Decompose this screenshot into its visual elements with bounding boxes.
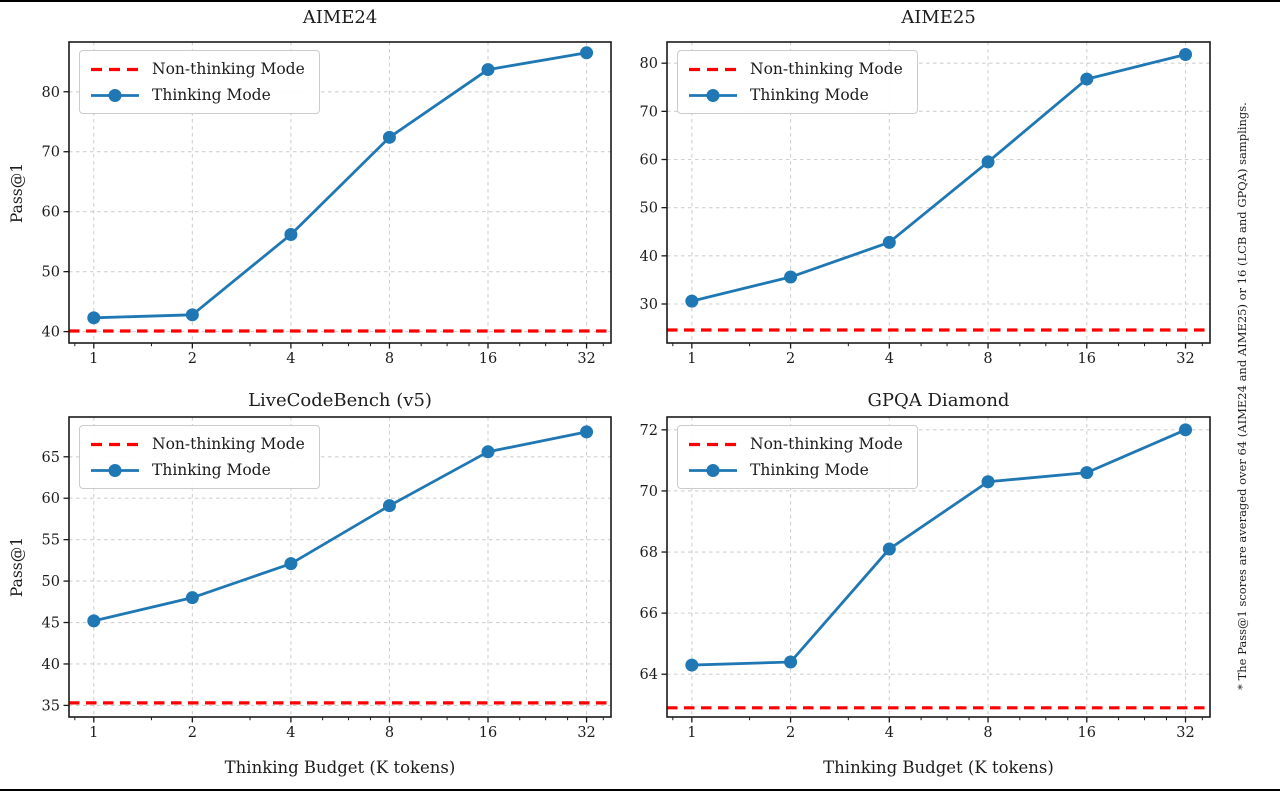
svg-text:32: 32 [577,725,595,741]
svg-text:40: 40 [640,249,658,265]
svg-text:64: 64 [640,667,658,683]
svg-text:60: 60 [42,205,60,221]
blue-line-marker-swatch-icon [91,463,139,477]
svg-text:2: 2 [786,725,795,741]
svg-text:30: 30 [640,297,658,313]
legend-label-thinking: Thinking Mode [152,461,271,479]
footnote-text: * The Pass@1 scores are averaged over 64… [1235,102,1249,690]
svg-text:35: 35 [42,698,60,714]
legend-aime25: Non-thinking Mode Thinking Mode [677,50,918,114]
svg-text:60: 60 [640,153,658,169]
dashed-red-line-swatch-icon [91,67,139,71]
legend-aime24: Non-thinking Mode Thinking Mode [79,50,320,114]
svg-text:8: 8 [385,725,394,741]
svg-text:45: 45 [42,616,60,632]
svg-text:16: 16 [479,725,497,741]
svg-text:55: 55 [42,533,60,549]
svg-text:1: 1 [687,725,696,741]
legend-gpqa-diamond: Non-thinking Mode Thinking Mode [677,425,918,489]
legend-label-non-thinking: Non-thinking Mode [750,435,903,453]
svg-text:40: 40 [42,325,60,341]
svg-text:16: 16 [1078,351,1096,367]
legend-label-thinking: Thinking Mode [750,86,869,104]
chart-title-aime24: AIME24 [302,7,378,28]
chart-title-aime25: AIME25 [901,7,976,28]
svg-text:40: 40 [42,657,60,673]
svg-text:4: 4 [286,725,295,741]
svg-text:2: 2 [188,725,197,741]
bottom-border-line [0,789,1280,791]
subplot-2: 1 2 4 8 16 32 35 40 45 50 55 60 65 [42,416,612,741]
svg-text:66: 66 [640,606,658,622]
svg-text:1: 1 [89,351,98,367]
svg-text:1: 1 [89,725,98,741]
blue-line-marker-swatch-icon [689,463,737,477]
legend-entry-thinking: Thinking Mode [89,82,305,108]
footnote-vertical: * The Pass@1 scores are averaged over 64… [1226,0,1258,792]
svg-text:4: 4 [885,351,894,367]
chart-title-livecodebench: LiveCodeBench (v5) [248,390,432,411]
svg-text:32: 32 [1176,725,1194,741]
legend-entry-non-thinking: Non-thinking Mode [687,56,903,82]
svg-text:8: 8 [385,351,394,367]
svg-text:50: 50 [42,574,60,590]
svg-text:2: 2 [188,351,197,367]
svg-text:16: 16 [479,351,497,367]
svg-text:65: 65 [42,450,60,466]
svg-text:50: 50 [42,265,60,281]
legend-entry-non-thinking: Non-thinking Mode [687,431,903,457]
blue-line-marker-swatch-icon [91,88,139,102]
svg-text:4: 4 [286,351,295,367]
legend-label-non-thinking: Non-thinking Mode [152,60,305,78]
dashed-red-line-swatch-icon [689,442,737,446]
dashed-red-line-swatch-icon [91,442,139,446]
svg-text:32: 32 [577,351,595,367]
dashed-red-line-swatch-icon [689,67,737,71]
svg-text:70: 70 [42,145,60,161]
legend-livecodebench: Non-thinking Mode Thinking Mode [79,425,320,489]
top-border-line [0,0,1280,2]
svg-text:50: 50 [640,201,658,217]
chart-title-gpqa-diamond: GPQA Diamond [867,390,1010,411]
svg-text:4: 4 [885,725,894,741]
x-axis-label-bottom-left: Thinking Budget (K tokens) [224,758,456,777]
legend-label-thinking: Thinking Mode [152,86,271,104]
legend-entry-thinking: Thinking Mode [687,457,903,483]
legend-entry-non-thinking: Non-thinking Mode [89,56,305,82]
y-axis-label-text: Pass@1 [8,536,26,598]
y-axis-label-bottom: Pass@1 [3,417,31,717]
legend-label-non-thinking: Non-thinking Mode [152,435,305,453]
svg-text:80: 80 [42,85,60,101]
legend-label-non-thinking: Non-thinking Mode [750,60,903,78]
legend-entry-thinking: Thinking Mode [687,82,903,108]
svg-text:70: 70 [640,104,658,120]
blue-line-marker-swatch-icon [689,88,737,102]
svg-text:8: 8 [983,725,992,741]
svg-text:60: 60 [42,491,60,507]
svg-text:72: 72 [640,423,658,439]
svg-text:1: 1 [687,351,696,367]
svg-text:16: 16 [1078,725,1096,741]
svg-text:2: 2 [786,351,795,367]
subplot-0: 1 2 4 8 16 32 40 50 60 70 80 [42,41,612,367]
svg-text:70: 70 [640,484,658,500]
svg-text:32: 32 [1176,351,1194,367]
y-axis-label-text: Pass@1 [8,162,26,223]
legend-label-thinking: Thinking Mode [750,461,869,479]
legend-entry-thinking: Thinking Mode [89,457,305,483]
y-axis-label-top: Pass@1 [3,42,31,343]
svg-text:68: 68 [640,545,658,561]
svg-text:80: 80 [640,56,658,72]
svg-text:8: 8 [983,351,992,367]
legend-entry-non-thinking: Non-thinking Mode [89,431,305,457]
x-axis-label-bottom-right: Thinking Budget (K tokens) [823,758,1054,777]
